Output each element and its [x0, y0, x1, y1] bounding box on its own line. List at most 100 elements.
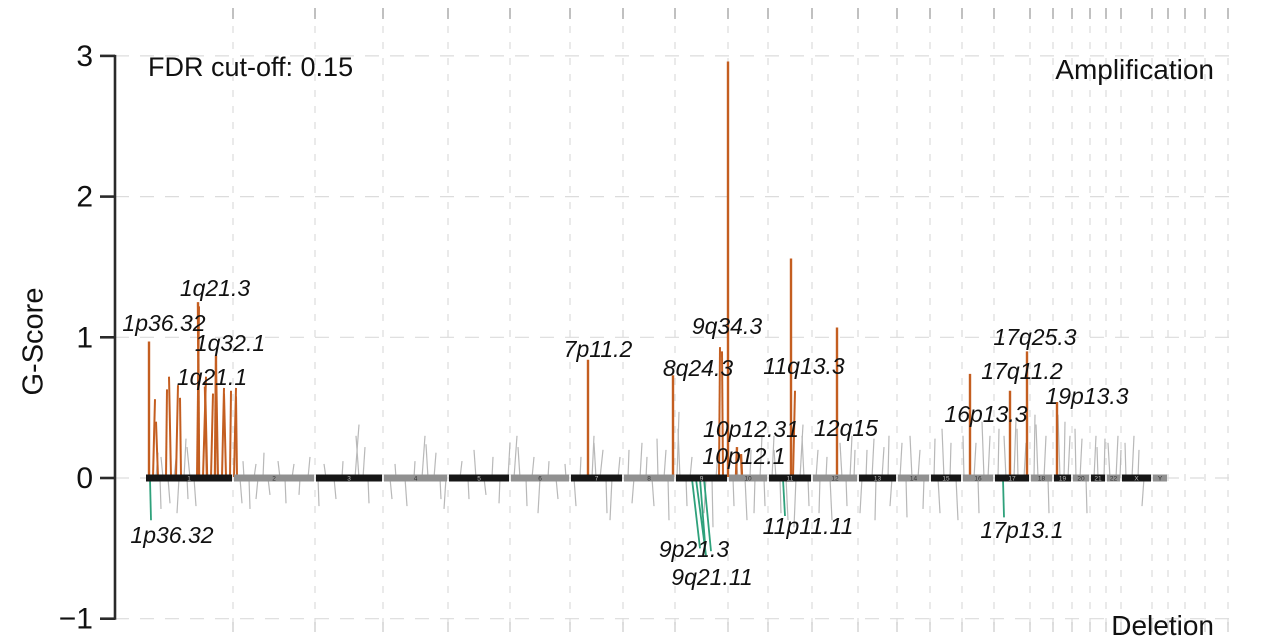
chromosome-name-8: 8: [647, 476, 651, 483]
background-spike: [1003, 435, 1007, 479]
background-spike: [853, 449, 856, 479]
background-spike: [899, 442, 903, 479]
background-spike: [1103, 438, 1106, 479]
deletion-label: Deletion: [1111, 610, 1214, 641]
chromosome-bar-21: [1091, 474, 1105, 482]
amplification-peak: [152, 399, 156, 478]
background-spike: [677, 428, 681, 479]
background-spike: [874, 477, 877, 521]
background-spike: [887, 435, 890, 479]
background-spike: [513, 435, 518, 479]
amplification-peak: [155, 421, 159, 478]
background-spike: [905, 477, 908, 518]
background-spike: [1096, 447, 1099, 479]
amplification-peak-label: 12q15: [814, 415, 878, 441]
chromosome-bar-Y: [1153, 474, 1167, 482]
background-spike: [1093, 435, 1097, 479]
background-spike: [749, 449, 752, 479]
amplification-peak: [718, 347, 721, 478]
background-spike: [1141, 477, 1145, 507]
background-spike: [771, 435, 775, 479]
y-tick-label: 0: [76, 462, 93, 495]
background-spike: [317, 477, 320, 507]
background-spike: [627, 449, 630, 479]
background-spike: [981, 421, 985, 479]
background-spike: [1137, 449, 1140, 479]
background-spike: [389, 477, 393, 500]
background-spike: [801, 435, 805, 479]
background-spike: [1016, 428, 1019, 479]
chromosome-bar-5: [449, 474, 509, 482]
background-spike: [763, 477, 766, 507]
background-spike: [922, 477, 925, 509]
amplification-peak: [168, 376, 172, 478]
background-spike: [845, 477, 848, 507]
background-spike: [183, 438, 187, 479]
amplification-peak-label: 9q34.3: [692, 313, 763, 339]
background-spike: [667, 477, 670, 521]
background-spike: [333, 477, 337, 500]
chromosome-bar-13: [859, 474, 896, 482]
y-axis-title: G-Score: [17, 287, 50, 396]
background-spike: [881, 447, 885, 479]
deletion-peak: [703, 478, 712, 552]
deletion-peak-label: 17p13.1: [980, 517, 1063, 543]
background-spike: [525, 477, 528, 507]
background-spike: [160, 456, 164, 479]
background-spike: [1047, 477, 1050, 514]
chromosome-bar-9: [676, 474, 727, 482]
amplification-peak-label: 1q32.1: [195, 330, 265, 356]
background-spike: [977, 477, 980, 514]
amplification-peak: [235, 396, 238, 478]
background-spike: [1013, 418, 1017, 479]
background-spike: [362, 447, 366, 479]
background-spike: [839, 442, 843, 479]
background-spike: [773, 449, 777, 479]
deletion-peak-label: 9p21.3: [659, 536, 730, 562]
background-spike: [1107, 442, 1111, 479]
amplification-peak-10p12.1: [739, 454, 744, 478]
y-tick-label: −1: [59, 603, 93, 636]
background-spike: [1023, 442, 1027, 479]
amplification-peak-label: 1q21.3: [180, 275, 251, 301]
background-spike: [239, 477, 243, 504]
background-spike: [825, 456, 828, 479]
background-spike: [1085, 477, 1088, 514]
amplification-peak-label: 1p36.32: [122, 310, 205, 336]
background-spike: [284, 477, 287, 504]
background-spike: [531, 456, 535, 479]
background-spike: [685, 477, 688, 507]
background-spike: [793, 477, 797, 528]
background-spike: [167, 477, 171, 504]
background-spike: [651, 477, 655, 507]
background-spike: [599, 449, 604, 479]
background-spike: [997, 428, 1000, 479]
background-spike: [1035, 424, 1039, 479]
background-spike: [631, 477, 635, 504]
background-spike: [433, 452, 437, 479]
background-spike: [807, 477, 810, 507]
background-spike: [467, 477, 470, 500]
background-spike: [865, 449, 868, 479]
deletion-peak: [699, 478, 706, 543]
background-spike: [404, 477, 408, 507]
y-tick-label: 1: [76, 321, 93, 354]
chromosome-bar-4: [384, 474, 447, 482]
chromosome-bar-8: [624, 474, 674, 482]
deletion-peak-11p11.11: [782, 478, 786, 517]
background-spike: [159, 477, 162, 509]
chromosome-name-12: 12: [831, 476, 839, 483]
chromosome-name-10: 10: [744, 476, 752, 483]
deletion-peak-17p13.1: [1002, 478, 1005, 518]
chromosome-name-5: 5: [477, 476, 481, 483]
chromosome-bar-22: [1107, 474, 1120, 482]
chromosome-name-21: 21: [1094, 476, 1102, 483]
amplification-peak-label: 16p13.3: [944, 401, 1027, 427]
background-spike: [715, 452, 719, 479]
chromosome-name-1: 1: [187, 476, 191, 483]
background-spike: [785, 477, 789, 521]
amplification-peak: [165, 389, 168, 478]
background-spike: [689, 456, 693, 479]
background-spike: [949, 442, 952, 479]
chromosome-bar-11: [769, 474, 811, 482]
